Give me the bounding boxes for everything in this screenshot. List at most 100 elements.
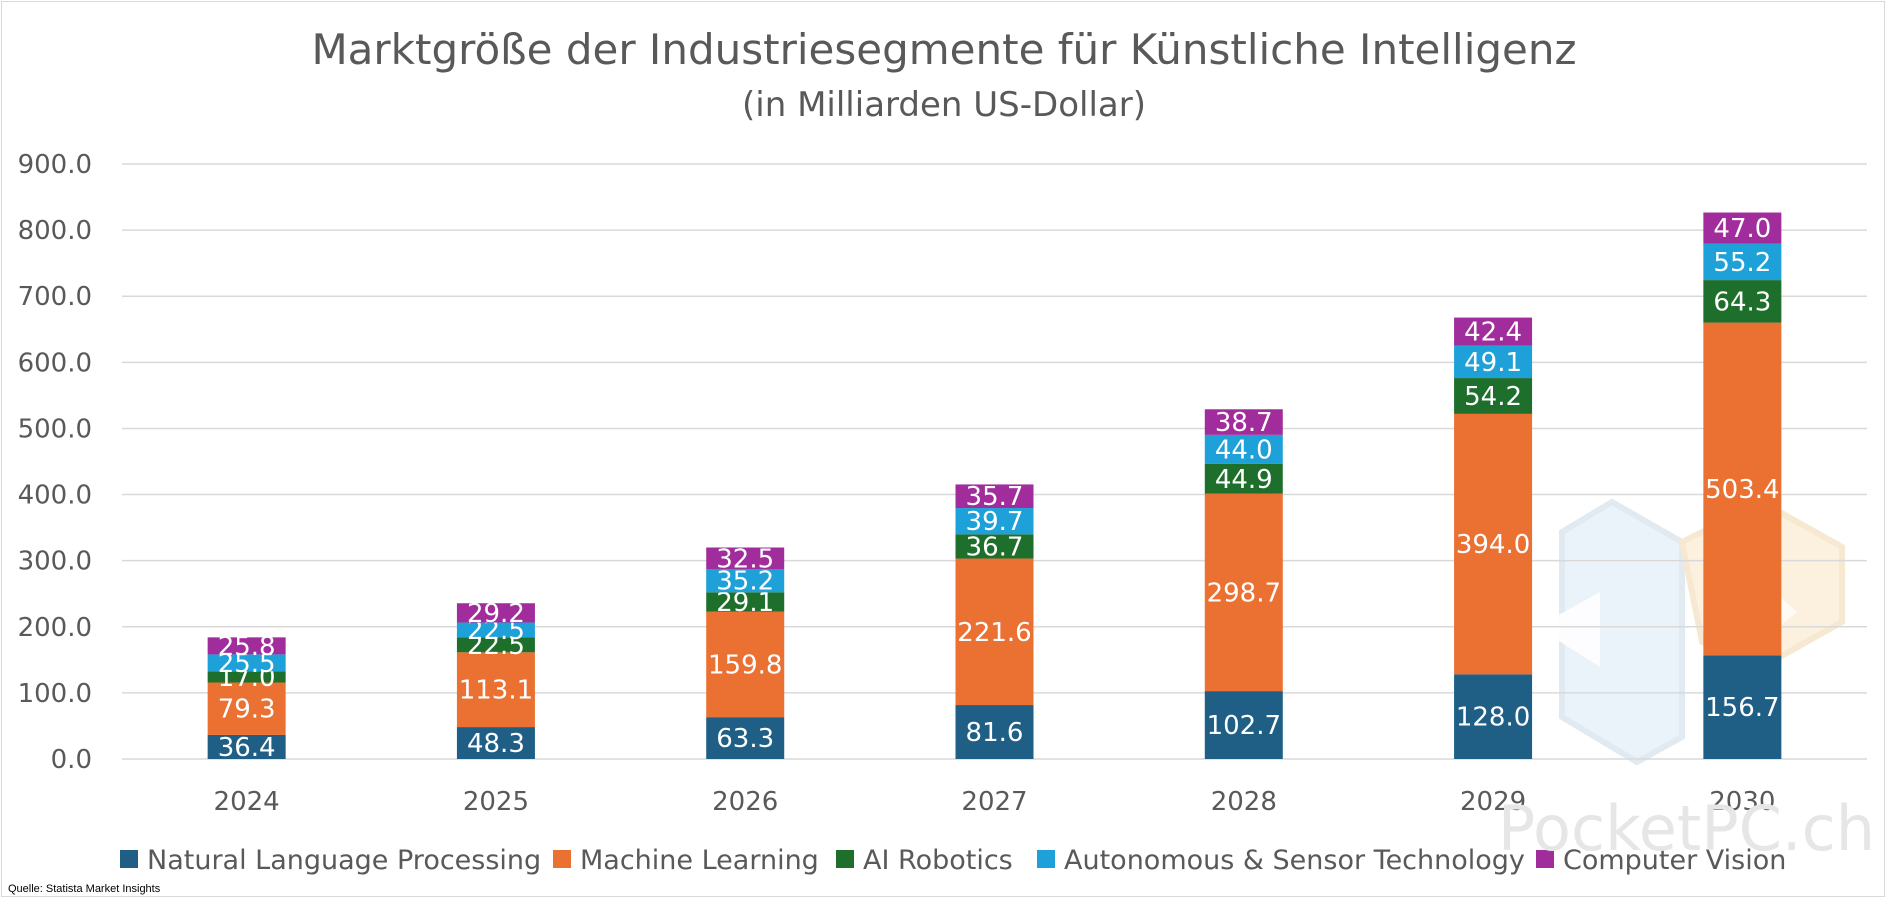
bar-segment (1454, 317, 1533, 346)
data-label: 25.8 (218, 632, 276, 662)
legend-swatch (1037, 850, 1055, 868)
y-tick-label: 500.0 (18, 414, 92, 444)
data-label: 221.6 (957, 618, 1031, 648)
data-label: 79.3 (218, 695, 276, 725)
chart-subtitle: (in Milliarden US-Dollar) (742, 85, 1146, 125)
data-label: 44.9 (1215, 465, 1273, 495)
data-label: 63.3 (716, 724, 774, 754)
bar-segment (1703, 322, 1782, 656)
watermark-text: PocketPC.ch (1498, 792, 1875, 865)
bar-segment (1703, 655, 1782, 759)
bar-segment (955, 534, 1034, 559)
bar-segment (1454, 345, 1533, 379)
legend-swatch (1536, 850, 1554, 868)
y-tick-label: 200.0 (18, 613, 92, 643)
y-tick-label: 400.0 (18, 481, 92, 511)
bar-segment (1703, 280, 1782, 323)
legend-label: Autonomous & Sensor Technology (1064, 845, 1525, 876)
legend-swatch (836, 850, 854, 868)
x-tick-label: 2030 (1709, 787, 1775, 817)
data-label: 503.4 (1705, 475, 1779, 505)
source-note: Quelle: Statista Market Insights (8, 883, 161, 895)
bar-segment (1703, 243, 1782, 281)
bar-segment (1454, 378, 1533, 414)
x-tick-label: 2026 (712, 787, 778, 817)
y-tick-label: 800.0 (18, 216, 92, 246)
legend-label: Machine Learning (580, 845, 819, 876)
data-label: 102.7 (1207, 711, 1281, 741)
bar-segment (207, 682, 286, 735)
data-label: 35.7 (966, 482, 1024, 512)
bar-segment (207, 637, 286, 655)
data-label: 49.1 (1464, 348, 1522, 378)
bar-segment (706, 547, 785, 569)
legend: Natural Language Processing Machine Learn… (120, 845, 1786, 876)
data-label: 55.2 (1713, 248, 1771, 278)
data-label: 128.0 (1456, 703, 1530, 733)
bar-segment (207, 671, 286, 683)
data-label: 47.0 (1713, 214, 1771, 244)
data-label: 36.7 (966, 532, 1024, 562)
bar-segment (1204, 463, 1283, 494)
data-label: 394.0 (1456, 530, 1530, 560)
bar-segment (955, 484, 1034, 509)
x-tick-label: 2028 (1211, 787, 1277, 817)
data-label: 39.7 (966, 507, 1024, 537)
bar-segment (456, 603, 535, 623)
bar-segment (1204, 493, 1283, 692)
data-label: 64.3 (1713, 287, 1771, 317)
bar-segment (706, 592, 785, 612)
data-label: 38.7 (1215, 408, 1273, 438)
bar-segment (955, 558, 1034, 706)
legend-swatch (553, 850, 571, 868)
data-label: 156.7 (1705, 693, 1779, 723)
data-label: 81.6 (966, 718, 1024, 748)
y-tick-label: 100.0 (18, 679, 92, 709)
x-tick-label: 2024 (214, 787, 280, 817)
bar-segment (207, 654, 286, 672)
bar-segment (1454, 674, 1533, 759)
y-axis: 900.0 800.0 700.0 600.0 500.0 400.0 300.0 200.0… (18, 150, 92, 775)
data-label: 29.2 (467, 599, 525, 629)
legend-label: Computer Vision (1563, 845, 1786, 876)
bar-segment (456, 637, 535, 653)
y-tick-label: 0.0 (51, 745, 92, 775)
y-tick-label: 700.0 (18, 282, 92, 312)
y-tick-label: 600.0 (18, 348, 92, 378)
bar-segment (955, 705, 1034, 759)
data-label: 35.2 (716, 567, 774, 597)
chart-title: Marktgröße der Industriesegmente für Kün… (311, 25, 1576, 74)
data-label: 113.1 (459, 676, 533, 706)
watermark-logo (1537, 498, 1845, 766)
data-label: 42.4 (1464, 318, 1522, 348)
x-tick-label: 2027 (961, 787, 1027, 817)
bar-segment (706, 568, 785, 593)
x-tick-label: 2025 (463, 787, 529, 817)
x-tick-label: 2029 (1460, 787, 1526, 817)
bar-segment (207, 734, 286, 759)
legend-label: Natural Language Processing (147, 845, 541, 876)
bar-segment (1454, 413, 1533, 675)
bar-segment (955, 508, 1034, 535)
legend-label: AI Robotics (863, 845, 1013, 876)
bar-segment (1204, 409, 1283, 435)
data-label: 32.5 (716, 544, 774, 574)
y-tick-label: 300.0 (18, 547, 92, 577)
data-label: 54.2 (1464, 382, 1522, 412)
bar-segment (456, 727, 535, 759)
legend-swatch (120, 850, 138, 868)
bar-segment (706, 717, 785, 759)
bars: 36.479.317.025.525.848.3113.122.522.529.… (207, 212, 1782, 763)
bar-segment (1703, 212, 1782, 244)
bar-segment (1204, 691, 1283, 759)
bar-segment (706, 611, 785, 718)
bar-segment (456, 652, 535, 728)
bar-segment (1204, 434, 1283, 464)
data-label: 159.8 (708, 650, 782, 680)
bar-segment (456, 622, 535, 638)
x-axis: 2024 2025 2026 2027 2028 2029 2030 (214, 787, 1776, 817)
data-label: 29.1 (716, 588, 774, 618)
data-label: 44.0 (1215, 435, 1273, 465)
